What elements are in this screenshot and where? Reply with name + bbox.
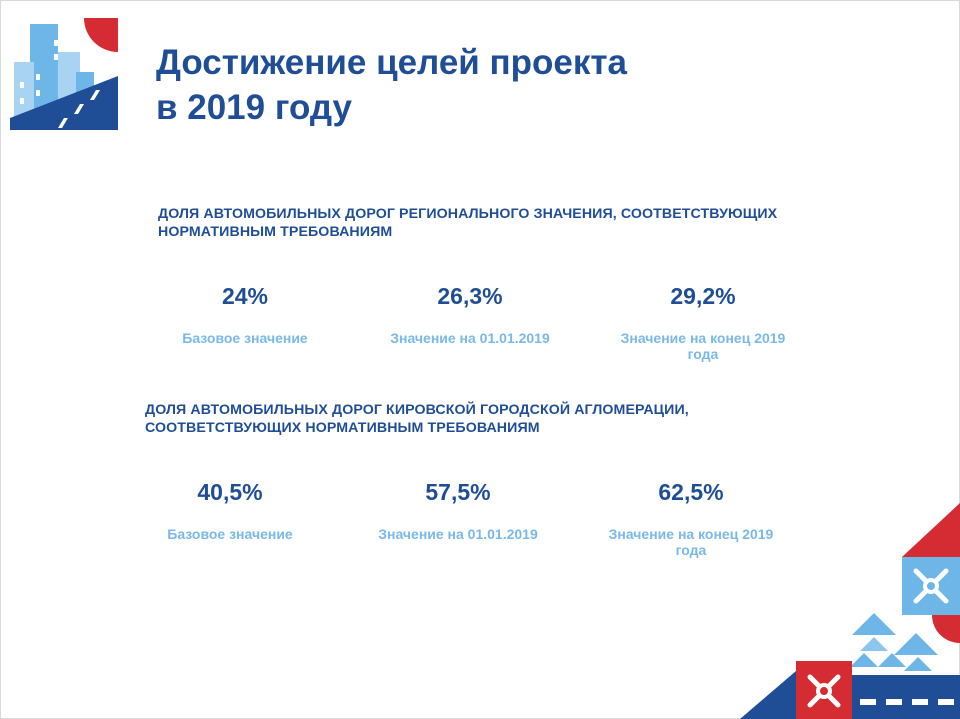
metric-label: Значение на 01.01.2019 <box>390 330 550 346</box>
metric-label: Значение на конец 2019 года <box>608 526 774 558</box>
metric-value: 26,3% <box>437 283 503 309</box>
metric-label: Значение на конец 2019 года <box>620 330 786 362</box>
section-1-metric-end-2019: 29,2% Значение на конец 2019 года <box>588 282 818 362</box>
section-2-heading-line-2: СООТВЕТСТВУЮЩИХ НОРМАТИВНЫМ ТРЕБОВАНИЯМ <box>145 420 540 436</box>
title-line-1: Достижение целей проекта <box>156 43 628 82</box>
metric-label: Значение на 01.01.2019 <box>378 526 538 542</box>
corner-decoration <box>740 503 960 719</box>
section-2-metric-base: 40,5% Базовое значение <box>115 478 345 542</box>
section-1-metric-base: 24% Базовое значение <box>130 282 360 346</box>
metric-value: 29,2% <box>670 283 736 309</box>
project-logo-icon <box>10 18 118 130</box>
section-2-heading: ДОЛЯ АВТОМОБИЛЬНЫХ ДОРОГ КИРОВСКОЙ ГОРОД… <box>145 401 689 437</box>
title-line-2: в 2019 году <box>156 88 352 127</box>
metric-label: Базовое значение <box>167 526 293 542</box>
section-1-heading-line-1: ДОЛЯ АВТОМОБИЛЬНЫХ ДОРОГ РЕГИОНАЛЬНОГО З… <box>158 206 778 222</box>
metric-label: Базовое значение <box>182 330 308 346</box>
page-title: Достижение целей проекта в 2019 году <box>156 40 627 130</box>
section-2-metric-end-2019: 62,5% Значение на конец 2019 года <box>576 478 806 558</box>
metric-value: 40,5% <box>197 479 263 505</box>
section-1-metric-start-2019: 26,3% Значение на 01.01.2019 <box>355 282 585 346</box>
section-2-metric-start-2019: 57,5% Значение на 01.01.2019 <box>343 478 573 542</box>
metric-value: 24% <box>221 283 269 309</box>
metric-value: 62,5% <box>658 479 724 505</box>
section-1-heading: ДОЛЯ АВТОМОБИЛЬНЫХ ДОРОГ РЕГИОНАЛЬНОГО З… <box>158 205 777 241</box>
metric-value: 57,5% <box>425 479 491 505</box>
section-2-heading-line-1: ДОЛЯ АВТОМОБИЛЬНЫХ ДОРОГ КИРОВСКОЙ ГОРОД… <box>145 402 689 418</box>
section-1-heading-line-2: НОРМАТИВНЫМ ТРЕБОВАНИЯМ <box>158 224 393 240</box>
